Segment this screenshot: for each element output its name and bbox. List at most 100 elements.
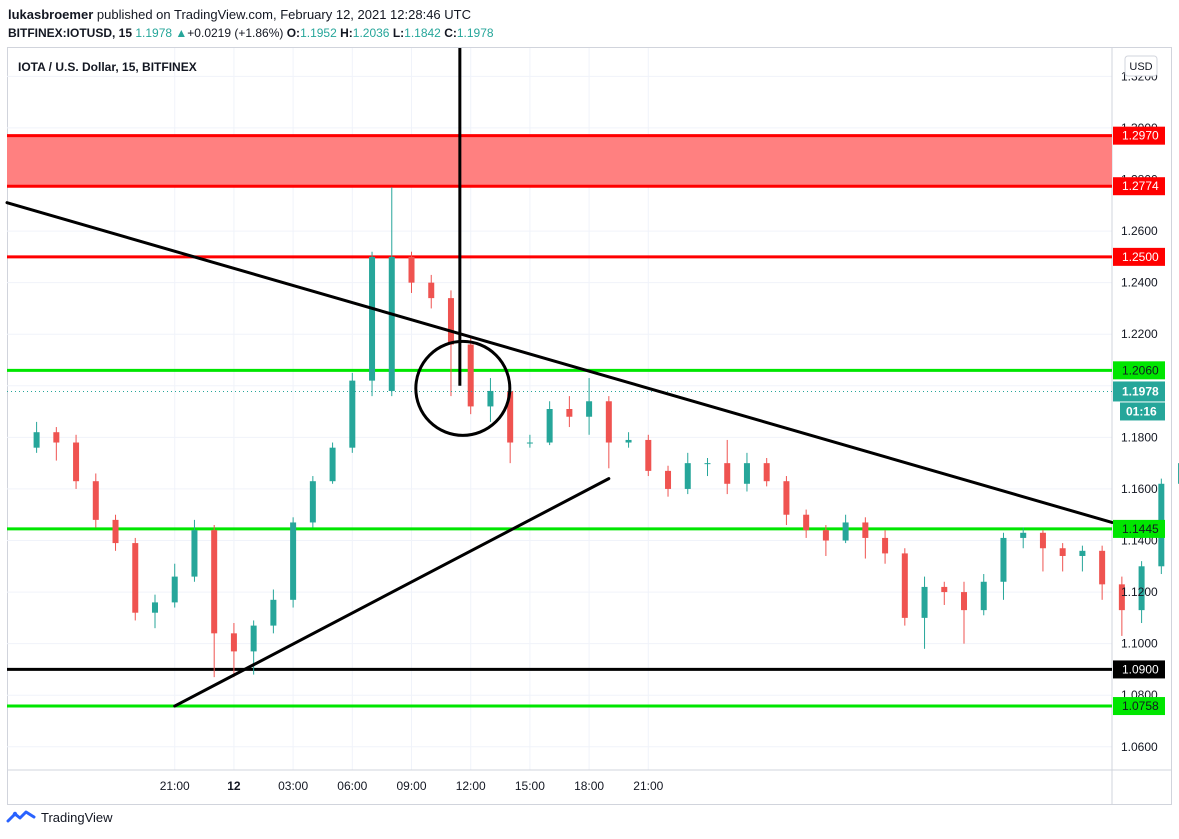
candle-body (724, 463, 731, 484)
candle-body (270, 599, 277, 626)
y-tick-label: 1.0600 (1121, 740, 1158, 754)
price-label-badge (1113, 361, 1165, 380)
price-label-badge (1113, 177, 1165, 196)
candle-body (309, 481, 316, 523)
y-tick-label: 1.1200 (1121, 585, 1158, 599)
x-tick-label: 21:00 (633, 779, 663, 793)
chart-frame[interactable] (7, 47, 1172, 805)
candle-body (349, 380, 356, 448)
candle-body (665, 470, 672, 489)
price-label-badge (1113, 126, 1165, 145)
candle-body (763, 463, 770, 482)
candle-body (487, 390, 494, 407)
candle-body (230, 633, 237, 652)
candle-body (645, 439, 652, 471)
candle-body (625, 439, 632, 443)
x-tick-label: 09:00 (396, 779, 426, 793)
y-tick-label: 1.2600 (1121, 224, 1158, 238)
currency-button[interactable]: USD (1124, 55, 1158, 77)
price-label-text: 1.0900 (1122, 662, 1159, 676)
candle-body (53, 432, 60, 443)
x-tick-label: 21:00 (160, 779, 190, 793)
candle-body (290, 522, 297, 600)
candle-body (980, 581, 987, 611)
candle-body (369, 256, 376, 381)
x-tick-label: 15:00 (515, 779, 545, 793)
symbol-legend: BITFINEX:IOTUSD, 15 1.1978 ▲+0.0219 (+1.… (8, 26, 494, 40)
candle-body (546, 409, 553, 443)
candle-body (803, 514, 810, 531)
price-label-text: 1.2500 (1122, 250, 1159, 264)
candle-body (211, 530, 218, 634)
publish-text: published on TradingView.com, February 1… (96, 7, 471, 22)
breakout-circle[interactable] (414, 339, 512, 437)
candle-body (171, 576, 178, 603)
high-label: H: (340, 26, 353, 40)
publish-info: lukasbroemer published on TradingView.co… (8, 7, 471, 22)
candle-body (73, 442, 80, 482)
y-tick-label: 1.2400 (1121, 276, 1158, 290)
candle-body (1079, 550, 1086, 556)
currency-label: USD (1129, 61, 1152, 73)
ascending-trendline[interactable] (173, 477, 611, 708)
candle-body (33, 432, 40, 448)
tradingview-brand[interactable]: TradingView (41, 809, 113, 825)
candle-body (961, 592, 968, 611)
close-value: 1.1978 (456, 26, 494, 40)
x-tick-label: 12 (227, 779, 241, 793)
candle-body (428, 282, 435, 299)
last-price-badge (1113, 381, 1165, 402)
descending-trendline[interactable] (5, 201, 1114, 524)
chart-title: IOTA / U.S. Dollar, 15, BITFINEX (18, 60, 197, 74)
candle-body (329, 447, 336, 482)
candle-body (467, 344, 474, 407)
x-tick-label: 12:00 (456, 779, 486, 793)
candle-body (447, 298, 454, 345)
candle-body (1099, 550, 1106, 585)
price-label-text: 1.2774 (1122, 179, 1159, 193)
price-label-badge (1113, 660, 1165, 679)
candle-body (566, 409, 573, 417)
candle-body (1118, 584, 1125, 611)
candle-body (882, 537, 889, 554)
price-label-badge (1113, 519, 1165, 538)
candle-body (605, 401, 612, 443)
change-arrow-icon: ▲ (175, 26, 188, 40)
candle-body (92, 481, 99, 520)
close-label: C: (444, 26, 457, 40)
high-value: 1.2036 (352, 26, 390, 40)
candle-body (151, 602, 158, 613)
price-label-text: 1.2970 (1122, 129, 1159, 143)
x-tick-label: 03:00 (278, 779, 308, 793)
candle-body (822, 530, 829, 541)
candle-body (1059, 548, 1066, 556)
y-tick-label: 1.1000 (1121, 637, 1158, 651)
price-label-text: 1.0758 (1122, 699, 1159, 713)
author-name[interactable]: lukasbroemer (8, 7, 94, 22)
resistance-zone (7, 135, 1112, 187)
price-label-badge (1113, 247, 1165, 266)
candle-body (112, 519, 119, 544)
candle-body (783, 481, 790, 515)
candle-body (388, 256, 395, 391)
candle-body (862, 522, 869, 538)
candle-body (743, 463, 750, 484)
countdown-label: 01:16 (1126, 404, 1157, 418)
y-tick-label: 1.1800 (1121, 430, 1158, 444)
last-price: 1.1978 (135, 26, 173, 40)
candle-body (586, 401, 593, 417)
tradingview-logo-icon (6, 810, 36, 823)
candle-body (901, 553, 908, 618)
candle-body (507, 390, 514, 443)
price-label-badge (1113, 697, 1165, 716)
candle-body (684, 463, 691, 489)
candle-body (921, 586, 928, 618)
footer: TradingView (6, 809, 113, 825)
candle-body (1138, 566, 1145, 611)
last-price-label: 1.1978 (1122, 384, 1159, 398)
open-value: 1.1952 (300, 26, 337, 40)
x-tick-label: 06:00 (337, 779, 367, 793)
open-label: O: (286, 26, 301, 40)
countdown-badge (1120, 402, 1165, 421)
